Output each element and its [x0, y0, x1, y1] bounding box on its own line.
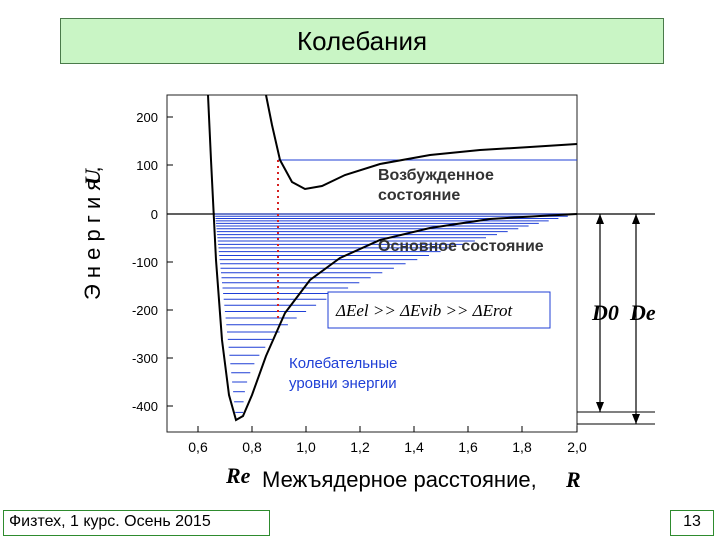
x-tick: 0,6	[188, 426, 208, 455]
y-tick-label: -100	[132, 255, 158, 270]
x-tick-label: 2,0	[567, 439, 587, 455]
y-tick-label: -300	[132, 351, 158, 366]
y-axis-symbol: U	[80, 168, 105, 185]
ground-state-curve	[207, 94, 578, 422]
excited-state-curve	[265, 94, 578, 191]
d0-arrow-head-bottom	[596, 402, 604, 412]
x-tick: 2,0	[567, 426, 587, 455]
page-number: 13	[670, 510, 714, 536]
de-arrow-head-top	[632, 214, 640, 224]
y-tick-label: -400	[132, 399, 158, 414]
vibrational-label-line1: Колебательные	[289, 355, 397, 372]
y-tick: 200	[136, 110, 173, 125]
x-tick: 1,0	[296, 426, 316, 455]
y-tick: -200	[132, 303, 173, 318]
slide-title-text: Колебания	[296, 25, 428, 56]
footer-course-text: Физтех, 1 курс. Осень 2015	[9, 513, 211, 530]
x-tick: 1,6	[458, 426, 478, 455]
x-tick: 1,4	[404, 426, 424, 455]
x-tick: 0,8	[242, 426, 262, 455]
formula-text: ΔEel >> ΔEvib >> ΔErot	[335, 301, 513, 320]
ground-state-label: Основное состояние	[378, 238, 544, 255]
x-axis-symbol: R	[565, 467, 581, 492]
y-tick-label: 100	[136, 158, 158, 173]
d0-arrow-head-top	[596, 214, 604, 224]
y-tick-label: 0	[151, 207, 158, 222]
re-label: Re	[225, 463, 251, 488]
x-tick-label: 1,2	[350, 439, 370, 455]
slide-title: Колебания	[60, 18, 664, 64]
x-tick: 1,8	[512, 426, 532, 455]
page-number-text: 13	[683, 513, 701, 530]
y-tick-label: 200	[136, 110, 158, 125]
vibrational-label-line2: уровни энергии	[289, 375, 397, 392]
x-tick-label: 1,8	[512, 439, 532, 455]
y-axis-ticks: 200 100 0 -100 -200 -300 -400	[132, 110, 173, 414]
de-label: De	[629, 300, 656, 325]
x-tick-label: 0,8	[242, 439, 262, 455]
y-tick: 100	[136, 158, 173, 173]
de-arrow-head-bottom	[632, 414, 640, 424]
x-tick-label: 0,6	[188, 439, 208, 455]
y-tick: -100	[132, 255, 173, 270]
x-tick-label: 1,6	[458, 439, 478, 455]
y-tick: -400	[132, 399, 173, 414]
ground-vibrational-levels	[215, 213, 577, 413]
plot-frame	[166, 94, 578, 433]
x-axis-title: Межъядерное расстояние,	[262, 467, 537, 492]
excited-state-label-line2: состояние	[378, 187, 460, 204]
d0-label: D0	[591, 300, 619, 325]
footer-course: Физтех, 1 курс. Осень 2015	[3, 510, 270, 536]
x-tick-label: 1,4	[404, 439, 424, 455]
y-tick: 0	[151, 207, 173, 222]
y-axis-title: Э н е р г и я ,	[80, 166, 105, 300]
x-tick-label: 1,0	[296, 439, 316, 455]
y-tick: -300	[132, 351, 173, 366]
excited-state-label-line1: Возбужденное	[378, 167, 494, 184]
x-tick: 1,2	[350, 426, 370, 455]
y-tick-label: -200	[132, 303, 158, 318]
formula-box	[327, 291, 551, 329]
x-axis-ticks: 0,6 0,8 1,0 1,2 1,4 1,6 1,8 2,0	[188, 426, 587, 455]
